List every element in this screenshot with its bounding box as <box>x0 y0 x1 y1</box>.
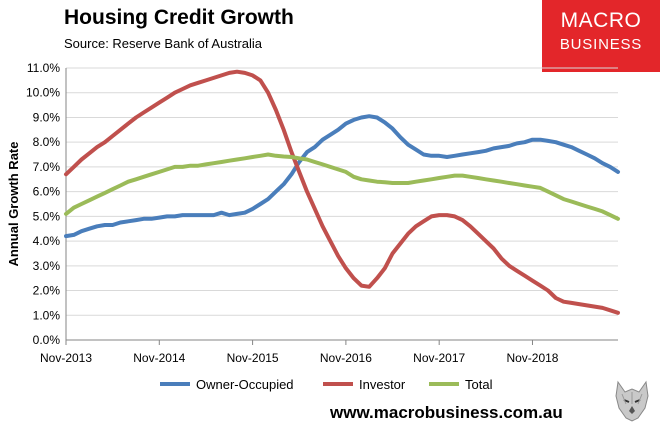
y-tick-label: 0.0% <box>33 333 61 347</box>
y-tick-label: 8.0% <box>33 135 61 149</box>
wolf-icon <box>615 380 649 422</box>
y-tick-label: 2.0% <box>33 284 61 298</box>
legend-label-total: Total <box>465 377 493 392</box>
y-tick-label: 3.0% <box>33 259 61 273</box>
logo-line-1: MACRO <box>560 9 642 32</box>
series-line-investor <box>64 69 620 315</box>
x-tick-label: Nov-2015 <box>227 351 279 365</box>
x-tick-label: Nov-2017 <box>413 351 465 365</box>
y-tick-label: 11.0% <box>27 61 60 75</box>
macrobusiness-logo[interactable]: MACRO BUSINESS <box>542 0 660 72</box>
y-tick-label: 7.0% <box>33 160 61 174</box>
line-chart: 0.0% 1.0% 2.0% 3.0% 4.0% 5.0% 6.0% 7.0% 8.0% 9.0%… <box>6 61 620 392</box>
y-tick-label: 10.0% <box>26 86 60 100</box>
x-tick-label: Nov-2018 <box>506 351 558 365</box>
legend-label-investor: Investor <box>359 377 406 392</box>
y-axis-label: Annual Growth Rate <box>6 142 21 267</box>
x-tick-label: Nov-2016 <box>320 351 372 365</box>
y-tick-label: 9.0% <box>33 110 61 124</box>
logo-line-2: BUSINESS <box>559 36 643 53</box>
y-tick-label: 6.0% <box>33 185 61 199</box>
y-tick-label: 5.0% <box>33 209 61 223</box>
legend-label-owner-occupied: Owner-Occupied <box>196 377 294 392</box>
y-tick-label: 4.0% <box>33 234 61 248</box>
x-tick-label: Nov-2013 <box>40 351 92 365</box>
y-tick-label: 1.0% <box>33 308 61 322</box>
website-url[interactable]: www.macrobusiness.com.au <box>330 403 563 422</box>
series-line-owner-occupied <box>64 114 620 239</box>
x-tick-label: Nov-2014 <box>133 351 185 365</box>
series-line-total <box>64 152 620 221</box>
chart-source: Source: Reserve Bank of Australia <box>64 36 262 51</box>
chart-title: Housing Credit Growth <box>64 6 294 29</box>
